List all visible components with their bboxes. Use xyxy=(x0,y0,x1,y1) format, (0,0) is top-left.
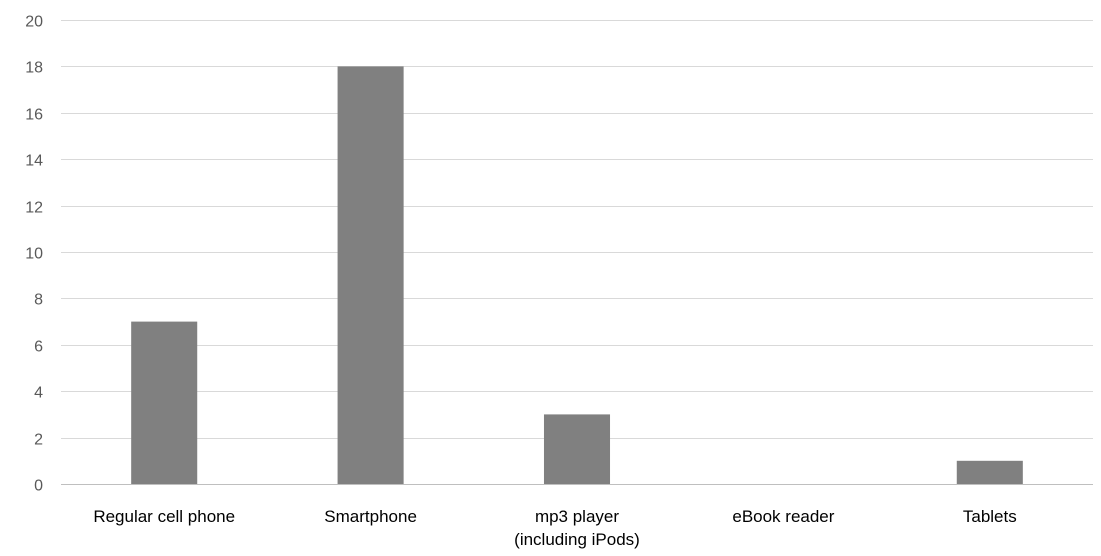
y-tick-label-4: 4 xyxy=(34,385,43,402)
y-tick-label-12: 12 xyxy=(25,200,43,217)
y-tick-label-20: 20 xyxy=(25,14,43,31)
y-tick-label-18: 18 xyxy=(25,60,43,77)
bar-mp3-player xyxy=(543,414,611,484)
y-axis-tick-labels: 0 2 4 6 8 10 12 14 16 18 20 xyxy=(25,14,43,495)
x-tick-label: Smartphone xyxy=(324,507,417,526)
gridlines xyxy=(61,20,1093,439)
bar-smartphone xyxy=(337,66,404,485)
x-tick-label: Regular cell phone xyxy=(93,507,235,526)
y-tick-label-16: 16 xyxy=(25,107,43,124)
y-tick-label-14: 14 xyxy=(25,153,43,170)
x-tick-label: Tablets xyxy=(963,507,1017,526)
bar-tablets xyxy=(956,460,1023,484)
x-tick-label: (including iPods) xyxy=(514,530,640,549)
x-tick-label: mp3 player xyxy=(535,507,619,526)
x-axis-tick-labels: Regular cell phone Smartphone mp3 player (i… xyxy=(93,507,1016,549)
bar-regular-cell-phone xyxy=(131,321,198,484)
y-tick-label-8: 8 xyxy=(34,292,43,309)
y-tick-label-2: 2 xyxy=(34,432,43,449)
y-tick-label-6: 6 xyxy=(34,339,43,356)
y-tick-label-10: 10 xyxy=(25,246,43,263)
bars xyxy=(131,66,1023,485)
y-tick-label-0: 0 xyxy=(34,478,43,495)
x-tick-label: eBook reader xyxy=(732,507,834,526)
